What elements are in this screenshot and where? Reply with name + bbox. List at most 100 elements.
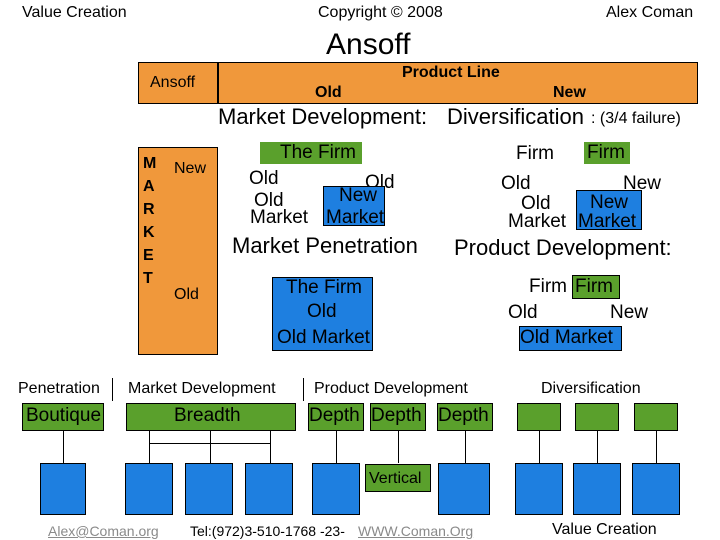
md-old-label-3: Old [254, 190, 284, 211]
product-box [245, 463, 293, 515]
boutique-label: Boutique [26, 405, 102, 426]
strategy-heading-diversification: Diversification [541, 380, 641, 397]
product-new-label: New [553, 84, 586, 101]
md-old-market-label: Market [250, 207, 309, 228]
connector-line [539, 431, 540, 463]
md-firm-label: The Firm [280, 142, 356, 163]
div-new-market-box [576, 190, 642, 230]
depth-label: Depth [438, 405, 489, 426]
product-box [40, 463, 86, 515]
pd-new-label: New [610, 302, 649, 323]
connector-line [270, 431, 271, 444]
connector-line [149, 431, 150, 444]
product-box [312, 463, 360, 515]
diversification-bar-3 [634, 403, 678, 431]
div-firm-new-box: Firm [584, 142, 630, 164]
div-new-label-2: New [590, 192, 629, 213]
header-copyright: Copyright © 2008 [318, 4, 443, 21]
market-column: New Old [138, 147, 218, 355]
connector-line [398, 431, 399, 463]
market-old-label: Old [174, 286, 199, 303]
depth-label: Depth [309, 405, 360, 426]
product-old-label: Old [315, 84, 342, 101]
div-firm-new-label: Firm [587, 142, 625, 163]
mp-firm-label: The Firm [286, 277, 362, 298]
product-box [515, 463, 563, 515]
matrix-corner-cell: Ansoff [138, 62, 218, 104]
md-new-market-box [323, 186, 385, 226]
heading-divider [303, 378, 304, 401]
strategy-heading-penetration: Penetration [18, 380, 100, 397]
matrix-corner-label: Ansoff [150, 74, 196, 91]
depth-label: Depth [371, 405, 422, 426]
product-line-label: Product Line [402, 64, 500, 81]
md-new-market-label: Market [326, 207, 385, 228]
quadrant-title-product-development: Product Development: [454, 235, 672, 260]
depth-bar-3: Depth [437, 403, 493, 431]
product-box [573, 463, 621, 515]
market-letter: E [143, 247, 154, 264]
penetration-bar: Boutique [22, 403, 104, 431]
depth-bar-2: Depth [370, 403, 426, 431]
pd-firm-old-label: Firm [529, 276, 567, 297]
header-author: Alex Coman [606, 4, 694, 21]
header-left-text: Value Creation [22, 4, 127, 21]
div-new-market-label: Market [578, 211, 637, 232]
connector-line [149, 443, 150, 463]
div-firm-old-label: Firm [516, 143, 554, 164]
market-new-label: New [174, 160, 207, 177]
md-new-label: New [339, 185, 378, 206]
market-letter: A [143, 178, 155, 195]
md-old-label-1: Old [249, 168, 279, 189]
product-box [438, 463, 490, 515]
pd-old-market-box [519, 326, 622, 351]
mp-old-label: Old [307, 301, 337, 322]
footer-phone-page: Tel:(972)3-510-1768 -23- [190, 523, 345, 539]
breadth-label: Breadth [174, 405, 241, 426]
connector-line [597, 431, 598, 463]
product-box [185, 463, 233, 515]
quadrant-title-market-development: Market Development: [218, 104, 428, 129]
market-letter: T [143, 270, 153, 287]
div-old-market-label: Market [508, 211, 567, 232]
strategy-heading-product-development: Product Development [314, 380, 468, 397]
md-firm-box: The Firm [260, 142, 362, 164]
connector-line [149, 443, 271, 444]
pd-old-label: Old [508, 302, 538, 323]
footer-value-creation: Value Creation [552, 521, 657, 538]
div-old-label-1: Old [501, 173, 531, 194]
strategy-heading-market-development: Market Development [128, 380, 276, 397]
footer-email-link[interactable]: Alex@Coman.org [48, 523, 159, 539]
vertical-box: Vertical [365, 464, 431, 492]
mp-old-market-label: Old Market [277, 327, 370, 348]
product-box [632, 463, 680, 515]
pd-firm-new-label: Firm [575, 276, 613, 297]
quadrant-title-market-penetration: Market Penetration [232, 233, 418, 258]
pd-firm-new-box [572, 275, 620, 299]
quadrant-title-diversification: Diversification [447, 104, 584, 129]
page-title: Ansoff [326, 28, 411, 61]
div-old-label-2: Old [521, 193, 551, 214]
market-letter: K [143, 224, 155, 241]
footer-website-link[interactable]: WWW.Coman.Org [358, 523, 474, 539]
diversification-bar-1 [517, 403, 561, 431]
market-letter: R [143, 201, 155, 218]
connector-line [465, 431, 466, 463]
market-letter: M [143, 155, 157, 172]
vertical-label: Vertical [369, 470, 422, 487]
div-new-label-1: New [623, 173, 662, 194]
connector-line [336, 431, 337, 463]
connector-line [656, 431, 657, 463]
pd-old-market-label: Old Market [520, 327, 613, 348]
heading-divider [112, 378, 113, 401]
diversification-note: : (3/4 failure) [591, 110, 681, 127]
mp-old-market-box [272, 277, 373, 351]
market-development-bar: Breadth [126, 403, 296, 431]
diversification-bar-2 [575, 403, 619, 431]
connector-line [63, 431, 64, 463]
product-line-header: Product Line Old New [218, 62, 698, 104]
product-box [125, 463, 173, 515]
connector-line [270, 443, 271, 463]
connector-line [210, 431, 211, 463]
market-vertical-label: M A R K E T [143, 152, 156, 290]
